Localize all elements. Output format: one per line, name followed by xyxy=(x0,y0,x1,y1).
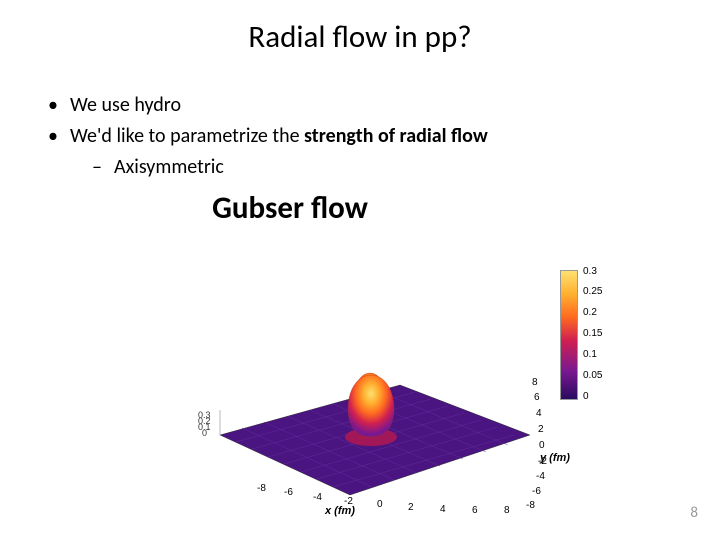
colorbar-tick: 0.3 xyxy=(583,266,597,277)
page-number: 8 xyxy=(690,504,698,522)
y-tick: 0 xyxy=(539,440,545,451)
colorbar-tick: 0 xyxy=(583,391,589,402)
y-tick: 8 xyxy=(532,377,538,388)
bullet-item: We use hydro xyxy=(48,92,720,119)
bullet-list: We use hydro We'd like to parametrize th… xyxy=(48,92,720,181)
colorbar-tick: 0.15 xyxy=(583,328,602,339)
surface-plot-3d: -8 -6 -4 -2 0 2 4 6 8 8 6 4 2 0 -2 -4 -6… xyxy=(150,265,570,515)
y-axis-label: y (fm) xyxy=(540,452,570,464)
x-axis-label: x (fm) xyxy=(325,505,355,517)
x-tick: 6 xyxy=(472,505,478,516)
x-tick: 2 xyxy=(408,502,414,513)
colorbar-tick: 0.1 xyxy=(583,349,597,360)
slide-title: Radial flow in pp? xyxy=(0,0,720,56)
y-tick: -8 xyxy=(526,500,535,511)
colorbar-tick: 0.2 xyxy=(583,307,597,318)
bullet-item: We'd like to parametrize the strength of… xyxy=(48,123,720,150)
plot-peak-body xyxy=(348,375,394,437)
plot-svg xyxy=(150,265,570,515)
y-tick: 6 xyxy=(534,392,540,403)
y-tick: -4 xyxy=(536,471,545,482)
y-tick: -6 xyxy=(532,486,541,497)
x-tick: -4 xyxy=(313,492,322,503)
z-tick: 0 xyxy=(202,428,207,438)
x-tick: 4 xyxy=(440,504,446,515)
colorbar-tick: 0.05 xyxy=(583,370,602,381)
y-tick: 4 xyxy=(536,408,542,419)
y-tick: 2 xyxy=(538,424,544,435)
bullet-text: We'd like to parametrize the xyxy=(70,124,304,148)
x-tick: -6 xyxy=(284,487,293,498)
bullet-text-bold: strength of radial flow xyxy=(304,124,488,148)
colorbar-tick: 0.25 xyxy=(583,286,602,297)
section-heading: Gubser flow xyxy=(0,189,720,227)
x-tick: 8 xyxy=(504,505,510,516)
colorbar xyxy=(560,270,578,400)
x-tick: -8 xyxy=(257,483,266,494)
sub-bullet-item: Axisymmetric xyxy=(70,154,720,181)
x-tick: 0 xyxy=(377,499,383,510)
